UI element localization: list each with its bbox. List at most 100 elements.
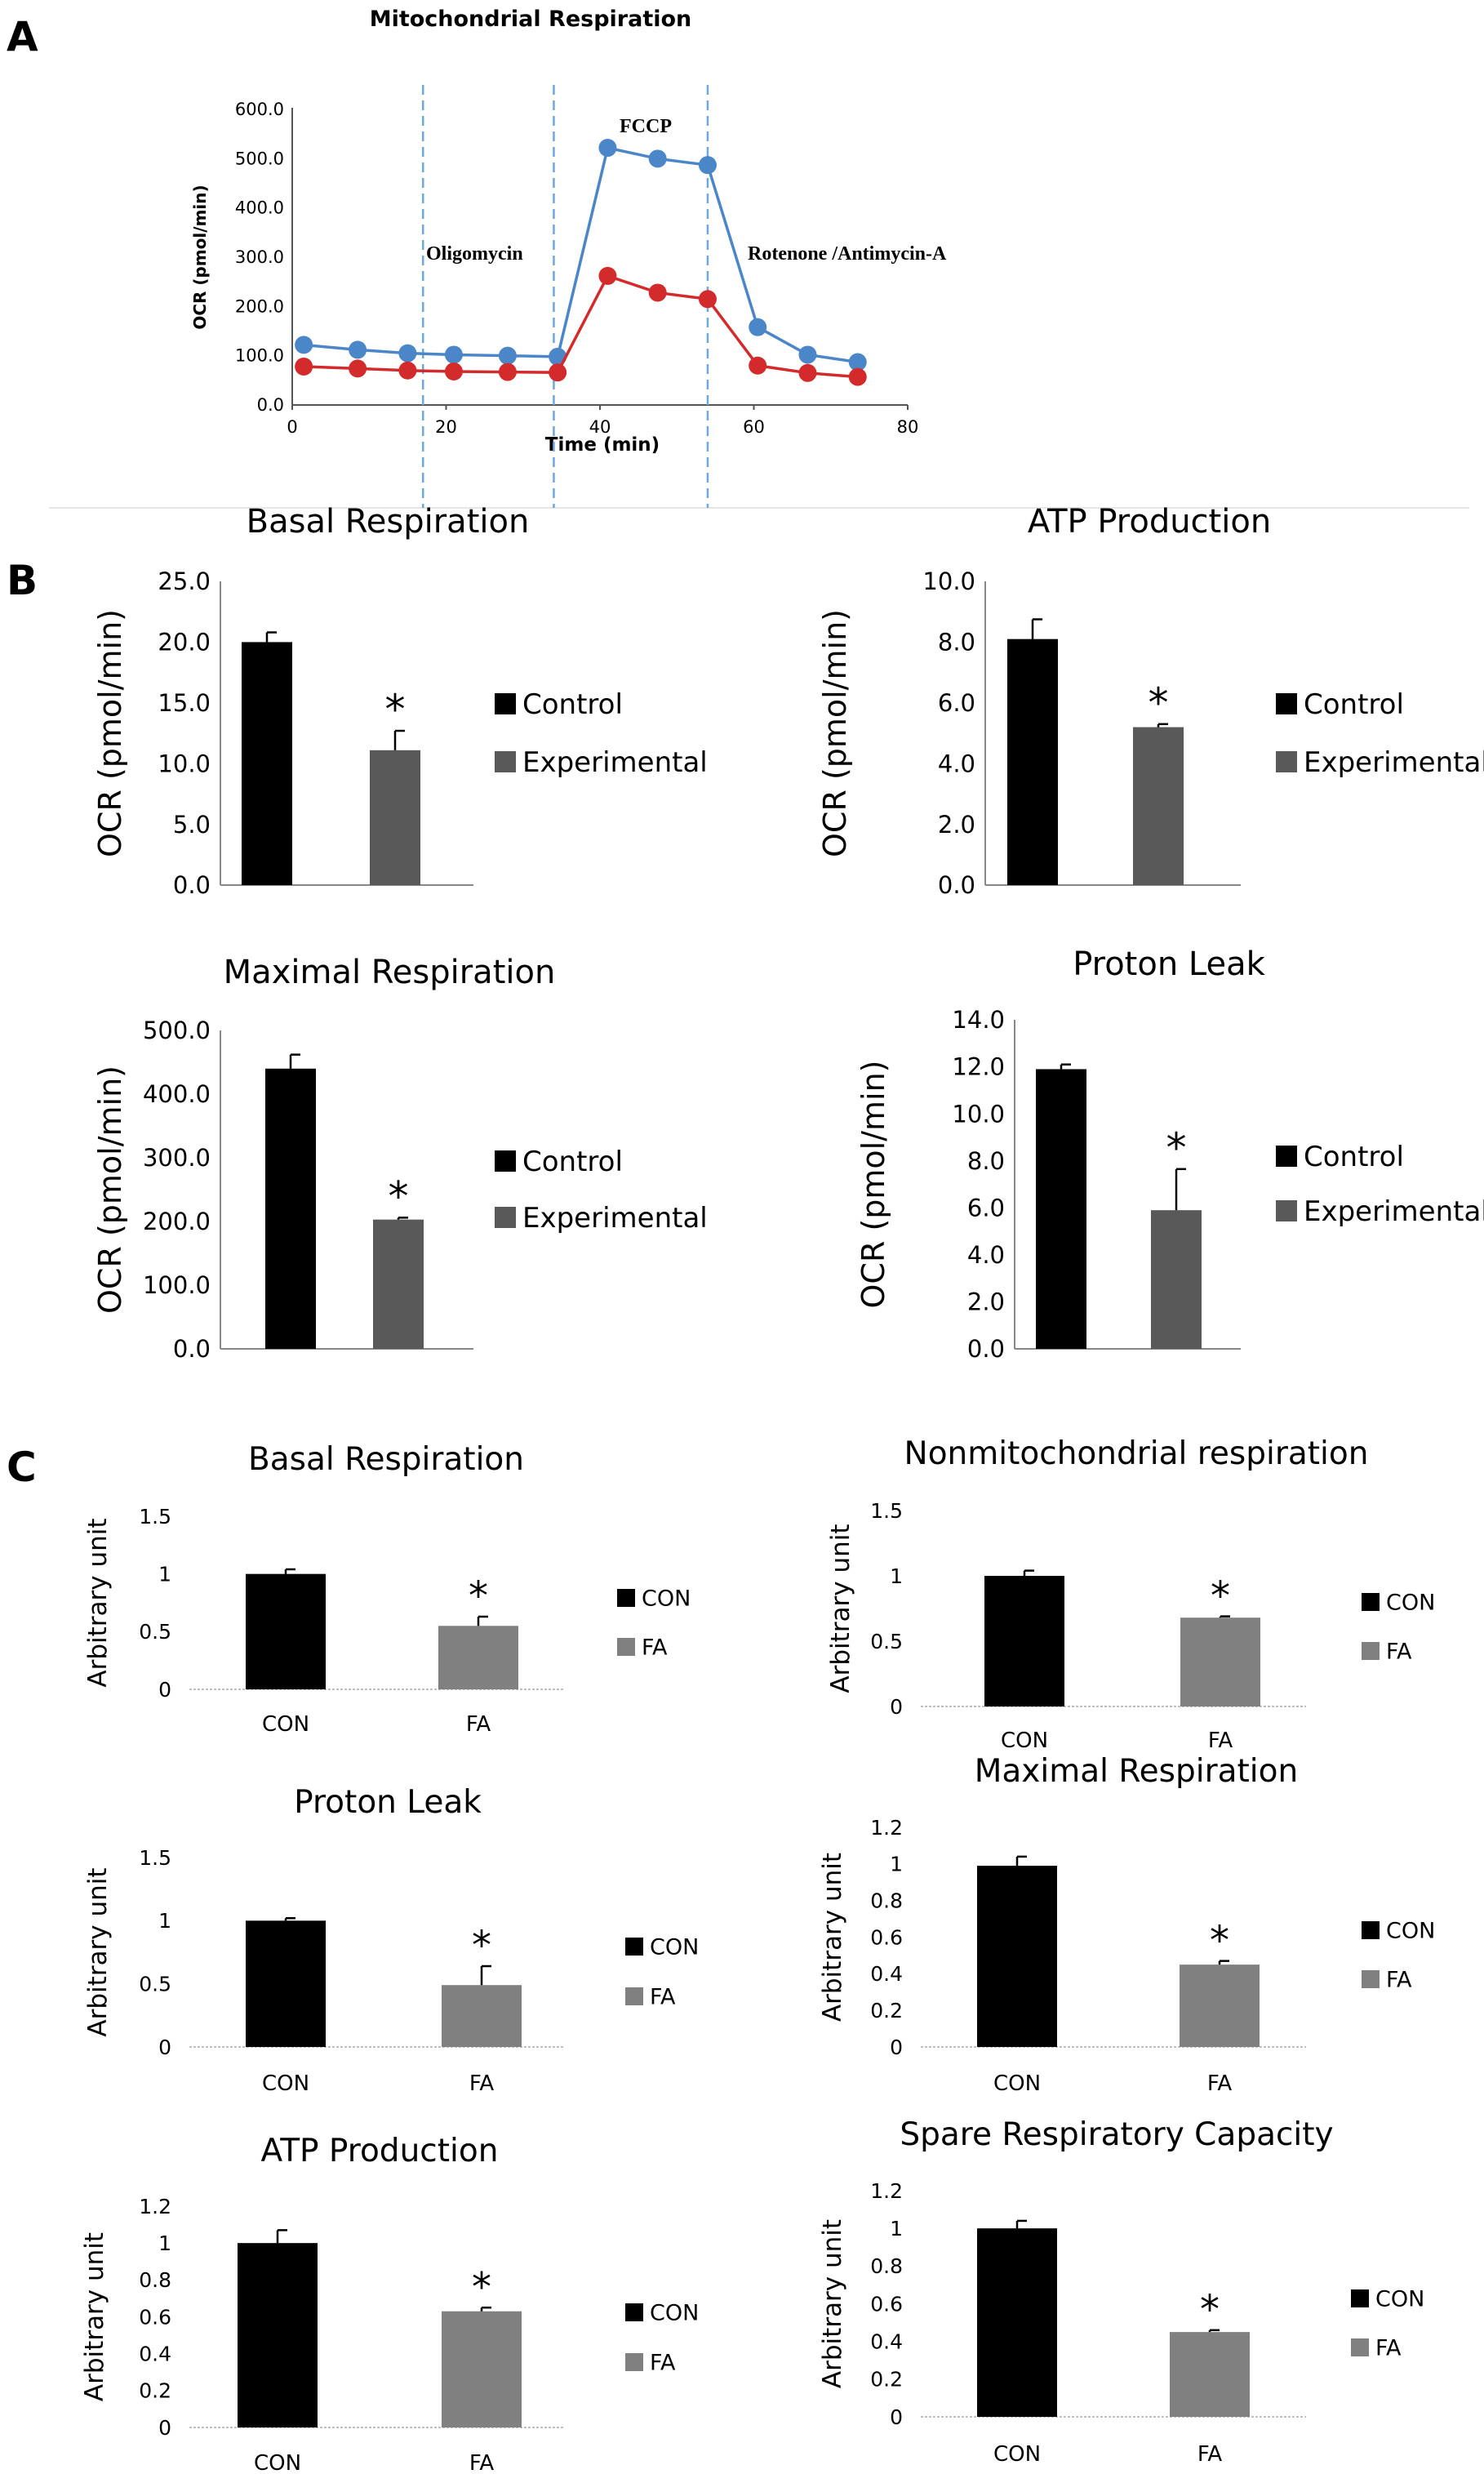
x-tick-label: FA bbox=[1207, 2071, 1233, 2096]
x-tick-label: FA bbox=[469, 2071, 495, 2096]
y-tick-label: 0.6 bbox=[139, 2305, 171, 2329]
y-tick-label: 0 bbox=[158, 1678, 171, 1702]
legend-swatch bbox=[1362, 1642, 1380, 1660]
y-tick-label: 0.0 bbox=[938, 871, 975, 899]
y-tick-label: 0.8 bbox=[870, 2254, 903, 2278]
x-tick-label: 20 bbox=[435, 417, 457, 437]
panel-letter-a: A bbox=[7, 13, 38, 60]
y-tick-label: 0.0 bbox=[967, 1335, 1005, 1363]
legend-label: FA bbox=[1386, 1640, 1412, 1665]
legend-swatch bbox=[1351, 2338, 1369, 2356]
y-tick-label: 0.8 bbox=[870, 1889, 903, 1912]
legend-swatch bbox=[625, 2353, 643, 2371]
y-tick-label: 6.0 bbox=[967, 1194, 1005, 1221]
y-tick-label: 200.0 bbox=[143, 1208, 211, 1235]
legend-swatch bbox=[625, 1938, 643, 1956]
legend-swatch bbox=[1362, 1921, 1380, 1939]
y-tick-label: 0 bbox=[890, 2036, 903, 2059]
data-point bbox=[444, 362, 463, 380]
legend-swatch bbox=[1276, 751, 1297, 772]
y-tick-label: 1.5 bbox=[139, 1505, 171, 1528]
bar bbox=[1151, 1210, 1202, 1349]
y-tick-label: 25.0 bbox=[158, 567, 211, 595]
legend-label: Control bbox=[1304, 688, 1404, 721]
bar bbox=[1133, 727, 1184, 885]
data-point bbox=[549, 363, 567, 382]
legend-swatch bbox=[495, 751, 516, 772]
y-tick-label: 0.2 bbox=[139, 2379, 171, 2403]
significance-marker: * bbox=[1149, 679, 1169, 727]
y-tick-label: 0.8 bbox=[139, 2268, 171, 2292]
x-tick-label: FA bbox=[469, 2451, 495, 2474]
y-tick-label: 200.0 bbox=[235, 296, 284, 316]
bar-chart-c6: Spare Respiratory Capacity 0 0.2 0.4 0.6 0.8 1… bbox=[818, 2116, 1424, 2467]
y-tick-label: 2.0 bbox=[967, 1288, 1005, 1316]
legend-swatch bbox=[1276, 1146, 1297, 1167]
y-tick-label: 500.0 bbox=[235, 149, 284, 168]
data-point bbox=[848, 367, 867, 386]
y-tick-label: 0.4 bbox=[870, 2329, 903, 2353]
panel-letter-c: C bbox=[7, 1444, 37, 1491]
legend-swatch bbox=[1351, 2289, 1369, 2307]
y-tick-label: 12.0 bbox=[952, 1053, 1005, 1081]
bar-chart-b2: ATP Production 0.0 2.0 4.0 6.0 8.0 10.0 OCR (pm… bbox=[817, 503, 1484, 899]
bar bbox=[373, 1219, 424, 1349]
bar bbox=[242, 642, 292, 885]
y-tick-label: 0.5 bbox=[139, 1620, 171, 1644]
data-point bbox=[398, 361, 417, 380]
data-point bbox=[848, 353, 867, 372]
legend-swatch bbox=[617, 1638, 635, 1656]
injection-label: Oligomycin bbox=[426, 243, 523, 265]
y-tick-label: 600.0 bbox=[235, 100, 284, 119]
data-point bbox=[295, 357, 313, 376]
y-tick-label: 0 bbox=[158, 2416, 171, 2440]
legend-label: Experimental bbox=[1304, 1195, 1484, 1228]
y-axis-label: Arbitrary unit bbox=[818, 2219, 847, 2388]
legend-label: FA bbox=[650, 1985, 676, 2010]
bar bbox=[246, 1920, 326, 2047]
y-tick-label: 0.6 bbox=[870, 2292, 903, 2316]
y-tick-label: 1.5 bbox=[870, 1499, 903, 1523]
bar bbox=[265, 1068, 316, 1349]
chart-title: Maximal Respiration bbox=[224, 954, 556, 991]
chart-title: Mitochondrial Respiration bbox=[370, 7, 692, 32]
data-point bbox=[598, 139, 617, 158]
y-axis-label: OCR (pmol/min) bbox=[190, 185, 210, 329]
legend-label: Control bbox=[522, 688, 623, 721]
bar-chart-c5: ATP Production 0 0.2 0.4 0.6 0.8 1 1.2 Arbitrary… bbox=[80, 2133, 699, 2474]
significance-marker: * bbox=[1211, 1573, 1230, 1619]
y-tick-label: 1 bbox=[890, 1564, 903, 1588]
y-tick-label: 14.0 bbox=[952, 1006, 1005, 1034]
y-axis-label: Arbitrary unit bbox=[80, 2232, 109, 2401]
legend-label: FA bbox=[1375, 2336, 1402, 2361]
y-tick-label: 10.0 bbox=[952, 1100, 1005, 1128]
bar bbox=[1170, 2332, 1250, 2417]
legend-label: Control bbox=[1304, 1141, 1404, 1173]
y-tick-label: 4.0 bbox=[938, 750, 975, 777]
y-tick-label: 1 bbox=[890, 2217, 903, 2240]
bar-chart-b3: Maximal Respiration 0.0 100.0 200.0 300.0 400… bbox=[92, 954, 708, 1363]
significance-marker: * bbox=[472, 1923, 491, 1969]
legend-swatch bbox=[617, 1589, 635, 1607]
legend-swatch bbox=[1362, 1593, 1380, 1611]
y-tick-label: 400.0 bbox=[235, 198, 284, 218]
y-tick-label: 400.0 bbox=[143, 1080, 211, 1108]
injection-label: Rotenone /Antimycin-A bbox=[748, 243, 947, 265]
chart-title: Basal Respiration bbox=[248, 1441, 524, 1478]
significance-marker: * bbox=[1200, 2287, 1220, 2333]
x-tick-label: 80 bbox=[897, 417, 919, 437]
y-tick-label: 5.0 bbox=[173, 811, 211, 839]
data-point bbox=[798, 363, 817, 382]
x-tick-label: CON bbox=[262, 1712, 309, 1737]
significance-marker: * bbox=[389, 1172, 409, 1220]
y-tick-label: 1 bbox=[158, 1562, 171, 1586]
bar bbox=[1036, 1069, 1086, 1349]
data-point bbox=[749, 356, 767, 375]
y-tick-label: 20.0 bbox=[158, 629, 211, 656]
x-axis-label: Time (min) bbox=[545, 434, 660, 456]
y-tick-label: 1.2 bbox=[139, 2195, 171, 2218]
x-tick-label: FA bbox=[1197, 2442, 1223, 2467]
x-tick-label: CON bbox=[993, 2442, 1041, 2467]
chart-title: Proton Leak bbox=[1073, 946, 1265, 983]
x-tick-label: CON bbox=[254, 2451, 301, 2474]
